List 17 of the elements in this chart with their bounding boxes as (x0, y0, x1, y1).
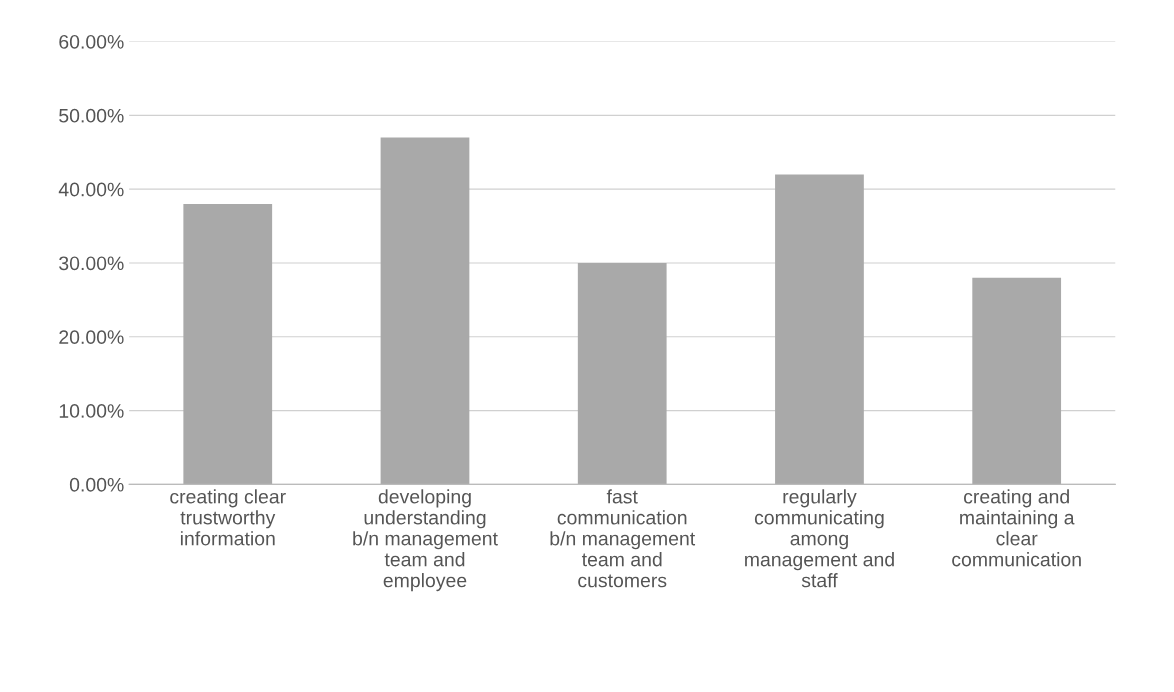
bar (577, 262, 667, 485)
y-tick-label: 40.00% (58, 182, 124, 197)
bar (183, 203, 273, 485)
x-tick-label: fast communication b/n management team and customers (550, 489, 696, 588)
x-tick-label: developing understanding b/n management team and employee (353, 489, 498, 592)
bar (775, 174, 864, 485)
y-tick-label: 50.00% (59, 108, 124, 123)
y-tick-label: 60.00% (59, 34, 124, 49)
bar (380, 137, 470, 485)
x-tick-label: creating clear trustworthy information (170, 489, 286, 546)
x-tick-label: regularly communicating among management and staff (745, 489, 894, 588)
y-tick-label: 10.00% (59, 404, 124, 418)
y-tick-label: 0.00% (69, 477, 124, 492)
y-tick-label: 30.00% (59, 256, 124, 271)
x-tick-label: creating and maintaining a clear communication (952, 489, 1081, 567)
y-tick-label: 20.00% (59, 330, 124, 345)
bar (972, 277, 1062, 485)
